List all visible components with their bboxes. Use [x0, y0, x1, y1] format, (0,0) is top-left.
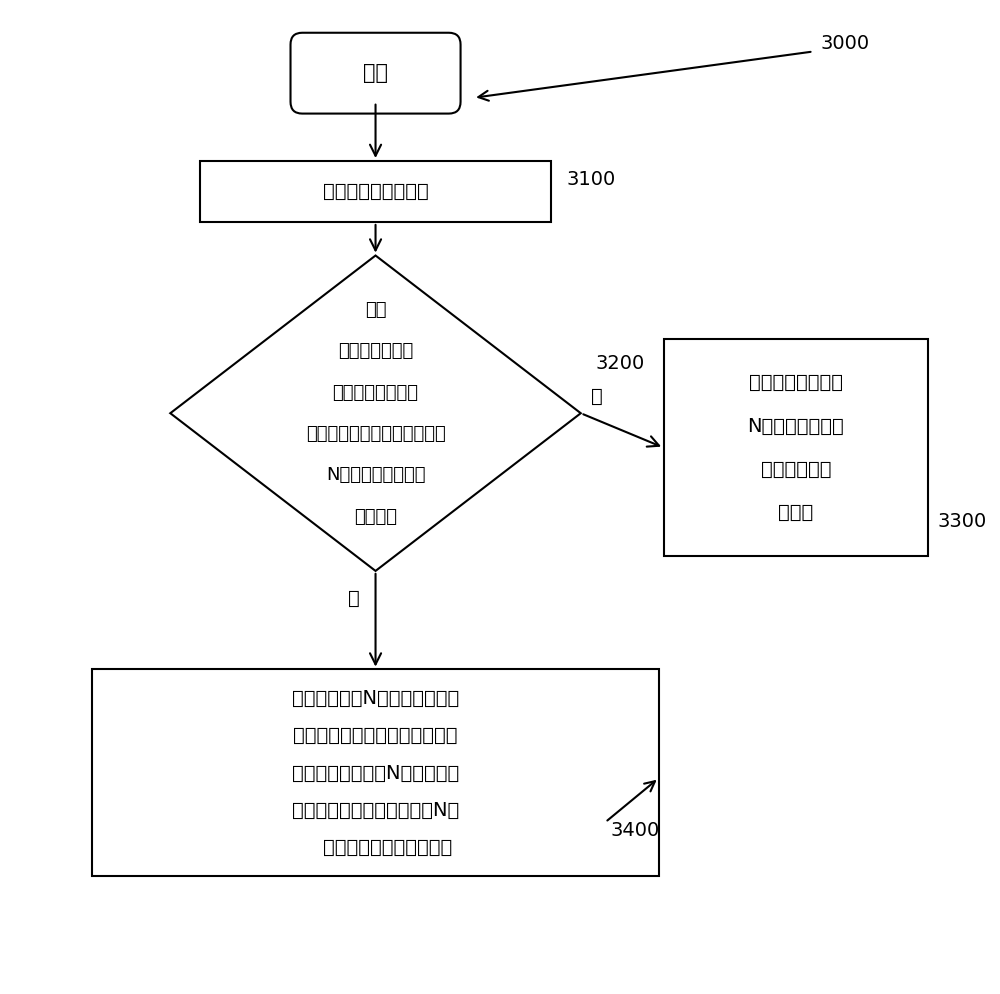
Text: 是: 是 — [348, 588, 360, 607]
Text: 获取光束的光斑偏差: 获取光束的光斑偏差 — [323, 182, 428, 201]
Text: 获取的光斑偏差: 获取的光斑偏差 — [338, 342, 413, 360]
Text: 预设改变量和相应的光斑偏差来: 预设改变量和相应的光斑偏差来 — [293, 726, 458, 746]
Text: 3100: 3100 — [566, 170, 615, 189]
Text: N个结构性参数的: N个结构性参数的 — [747, 416, 844, 435]
Text: 3000: 3000 — [820, 34, 869, 53]
Text: 预设值确定为: 预设值确定为 — [761, 460, 831, 479]
Text: 3200: 3200 — [595, 355, 645, 374]
Text: 至少基于所述N个结构性参数的: 至少基于所述N个结构性参数的 — [292, 689, 459, 708]
Text: 同时得到所有所述N个结构性参: 同时得到所有所述N个结构性参 — [292, 763, 459, 782]
Text: 3300: 3300 — [937, 512, 987, 531]
Text: 基于: 基于 — [365, 301, 386, 319]
Text: 数的标定值或分步得到所述N个: 数的标定值或分步得到所述N个 — [292, 801, 459, 820]
Text: 和误差阈值相关量: 和误差阈值相关量 — [333, 384, 419, 402]
Text: 开始: 开始 — [363, 64, 388, 83]
Text: 重新标定: 重新标定 — [354, 508, 397, 526]
Text: 否: 否 — [591, 388, 602, 407]
Text: 来确定是否需要对所述机床的: 来确定是否需要对所述机床的 — [306, 424, 445, 443]
Text: N个结构性参数进行: N个结构性参数进行 — [326, 466, 425, 484]
Text: 直接将所述机床的: 直接将所述机床的 — [749, 373, 843, 393]
Text: 结构性参数各自的标定值: 结构性参数各自的标定值 — [298, 838, 453, 858]
Text: 标定值: 标定值 — [778, 503, 813, 522]
Text: 3400: 3400 — [610, 821, 659, 840]
